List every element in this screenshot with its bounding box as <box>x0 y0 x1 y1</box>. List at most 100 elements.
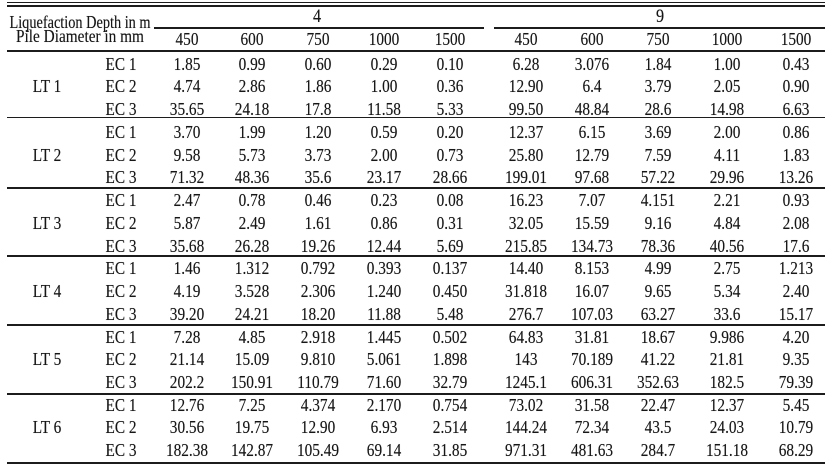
value-cell: 19.75 <box>235 417 270 438</box>
header-row1-label: Liquefaction Depth in m <box>9 12 151 33</box>
value-cell: 6.93 <box>370 417 398 438</box>
value-cell: 11.88 <box>367 303 401 324</box>
value-cell: 29.96 <box>709 167 745 188</box>
value-cell: 2.306 <box>300 281 336 302</box>
value-cell: 16.07 <box>574 281 609 302</box>
value-cell: 33.6 <box>713 303 741 324</box>
value-cell: 0.137 <box>432 258 468 279</box>
value-cell: 72.34 <box>574 417 609 438</box>
top-double-rule-lower <box>7 5 825 7</box>
lt-group-label: LT 1 <box>32 76 62 97</box>
value-cell: 14.98 <box>709 99 745 120</box>
value-cell: 24.21 <box>235 303 270 324</box>
value-cell: 971.31 <box>504 440 548 461</box>
value-cell: 1.83 <box>782 144 809 165</box>
value-cell: 48.84 <box>574 99 609 120</box>
value-cell: 182.5 <box>709 372 745 392</box>
value-cell: 9.35 <box>782 349 809 370</box>
value-cell: 9.65 <box>644 281 671 302</box>
value-cell: 71.32 <box>169 167 204 188</box>
value-cell: 12.37 <box>709 394 745 415</box>
value-cell: 6.63 <box>782 99 809 120</box>
value-cell: 2.05 <box>713 76 741 97</box>
value-cell: 22.47 <box>640 394 675 415</box>
value-cell: 35.6 <box>304 167 332 188</box>
value-cell: 1.312 <box>235 258 270 279</box>
value-cell: 31.85 <box>432 440 468 461</box>
value-cell: 151.18 <box>705 440 749 461</box>
value-cell: 3.528 <box>235 281 270 302</box>
group-rule-1 <box>7 116 825 119</box>
value-cell: 6.15 <box>578 121 605 142</box>
value-cell: 1.00 <box>713 53 741 74</box>
value-cell: 0.393 <box>366 258 402 279</box>
value-cell: 0.792 <box>300 258 336 279</box>
value-cell: 0.502 <box>432 326 468 347</box>
value-cell: 69.14 <box>366 440 402 461</box>
value-cell: 57.22 <box>640 167 675 188</box>
value-cell: 14.40 <box>508 258 544 279</box>
value-cell: 3.076 <box>574 53 609 74</box>
value-cell: 12.79 <box>574 144 609 165</box>
diameter-header-4-1500: 1500 <box>434 29 466 49</box>
value-cell: 107.03 <box>570 303 613 324</box>
value-cell: 21.14 <box>169 349 204 370</box>
value-cell: 12.76 <box>169 394 204 415</box>
ec-row-label: EC 2 <box>104 144 137 165</box>
value-cell: 5.45 <box>782 394 809 415</box>
value-cell: 2.40 <box>782 281 809 302</box>
value-cell: 2.00 <box>713 121 741 142</box>
value-cell: 97.68 <box>574 167 609 188</box>
top-double-rule-upper <box>7 1 825 4</box>
value-cell: 6.4 <box>581 76 602 97</box>
value-cell: 32.79 <box>432 372 468 392</box>
value-cell: 3.73 <box>304 144 332 165</box>
value-cell: 4.374 <box>300 394 336 415</box>
depth-group-9-label: 9 <box>655 5 664 27</box>
value-cell: 5.34 <box>713 281 741 302</box>
group-rule-2 <box>7 187 825 189</box>
ec-row-label: EC 3 <box>104 303 137 324</box>
value-cell: 0.20 <box>436 121 464 142</box>
value-cell: 68.29 <box>778 440 813 461</box>
value-cell: 1.99 <box>238 121 266 142</box>
value-cell: 606.31 <box>570 372 613 392</box>
value-cell: 15.17 <box>778 303 813 324</box>
value-cell: 105.49 <box>297 440 340 461</box>
value-cell: 4.19 <box>173 281 200 302</box>
value-cell: 144.24 <box>504 417 548 438</box>
ec-row-label: EC 3 <box>104 440 137 461</box>
ec-row-label: EC 1 <box>104 326 137 347</box>
value-cell: 0.450 <box>432 281 468 302</box>
ec-row-label: EC 3 <box>104 99 137 120</box>
value-cell: 63.27 <box>640 303 675 324</box>
ec-row-label: EC 2 <box>104 417 137 438</box>
ec-row-label: EC 1 <box>104 258 137 279</box>
value-cell: 2.86 <box>238 76 266 97</box>
value-cell: 182.38 <box>165 440 208 461</box>
value-cell: 0.90 <box>782 76 809 97</box>
value-cell: 2.47 <box>173 190 200 211</box>
value-cell: 2.08 <box>782 212 809 233</box>
group-rule-3 <box>7 255 825 257</box>
value-cell: 43.5 <box>644 417 671 438</box>
value-cell: 13.26 <box>778 167 813 188</box>
diameter-header-4-450: 450 <box>175 29 198 49</box>
ec-row-label: EC 2 <box>104 76 137 97</box>
value-cell: 12.90 <box>508 76 544 97</box>
value-cell: 25.80 <box>508 144 544 165</box>
diameter-header-9-1500: 1500 <box>780 29 811 49</box>
value-cell: 8.153 <box>574 258 609 279</box>
value-cell: 21.81 <box>709 349 745 370</box>
value-cell: 143 <box>514 349 538 370</box>
value-cell: 17.6 <box>782 235 809 256</box>
value-cell: 3.69 <box>644 121 671 142</box>
value-cell: 481.63 <box>570 440 613 461</box>
value-cell: 5.69 <box>436 235 464 256</box>
ec-row-label: EC 2 <box>104 212 137 233</box>
value-cell: 79.39 <box>778 372 813 392</box>
value-cell: 2.918 <box>300 326 336 347</box>
value-cell: 352.63 <box>636 372 679 392</box>
value-cell: 19.26 <box>300 235 336 256</box>
